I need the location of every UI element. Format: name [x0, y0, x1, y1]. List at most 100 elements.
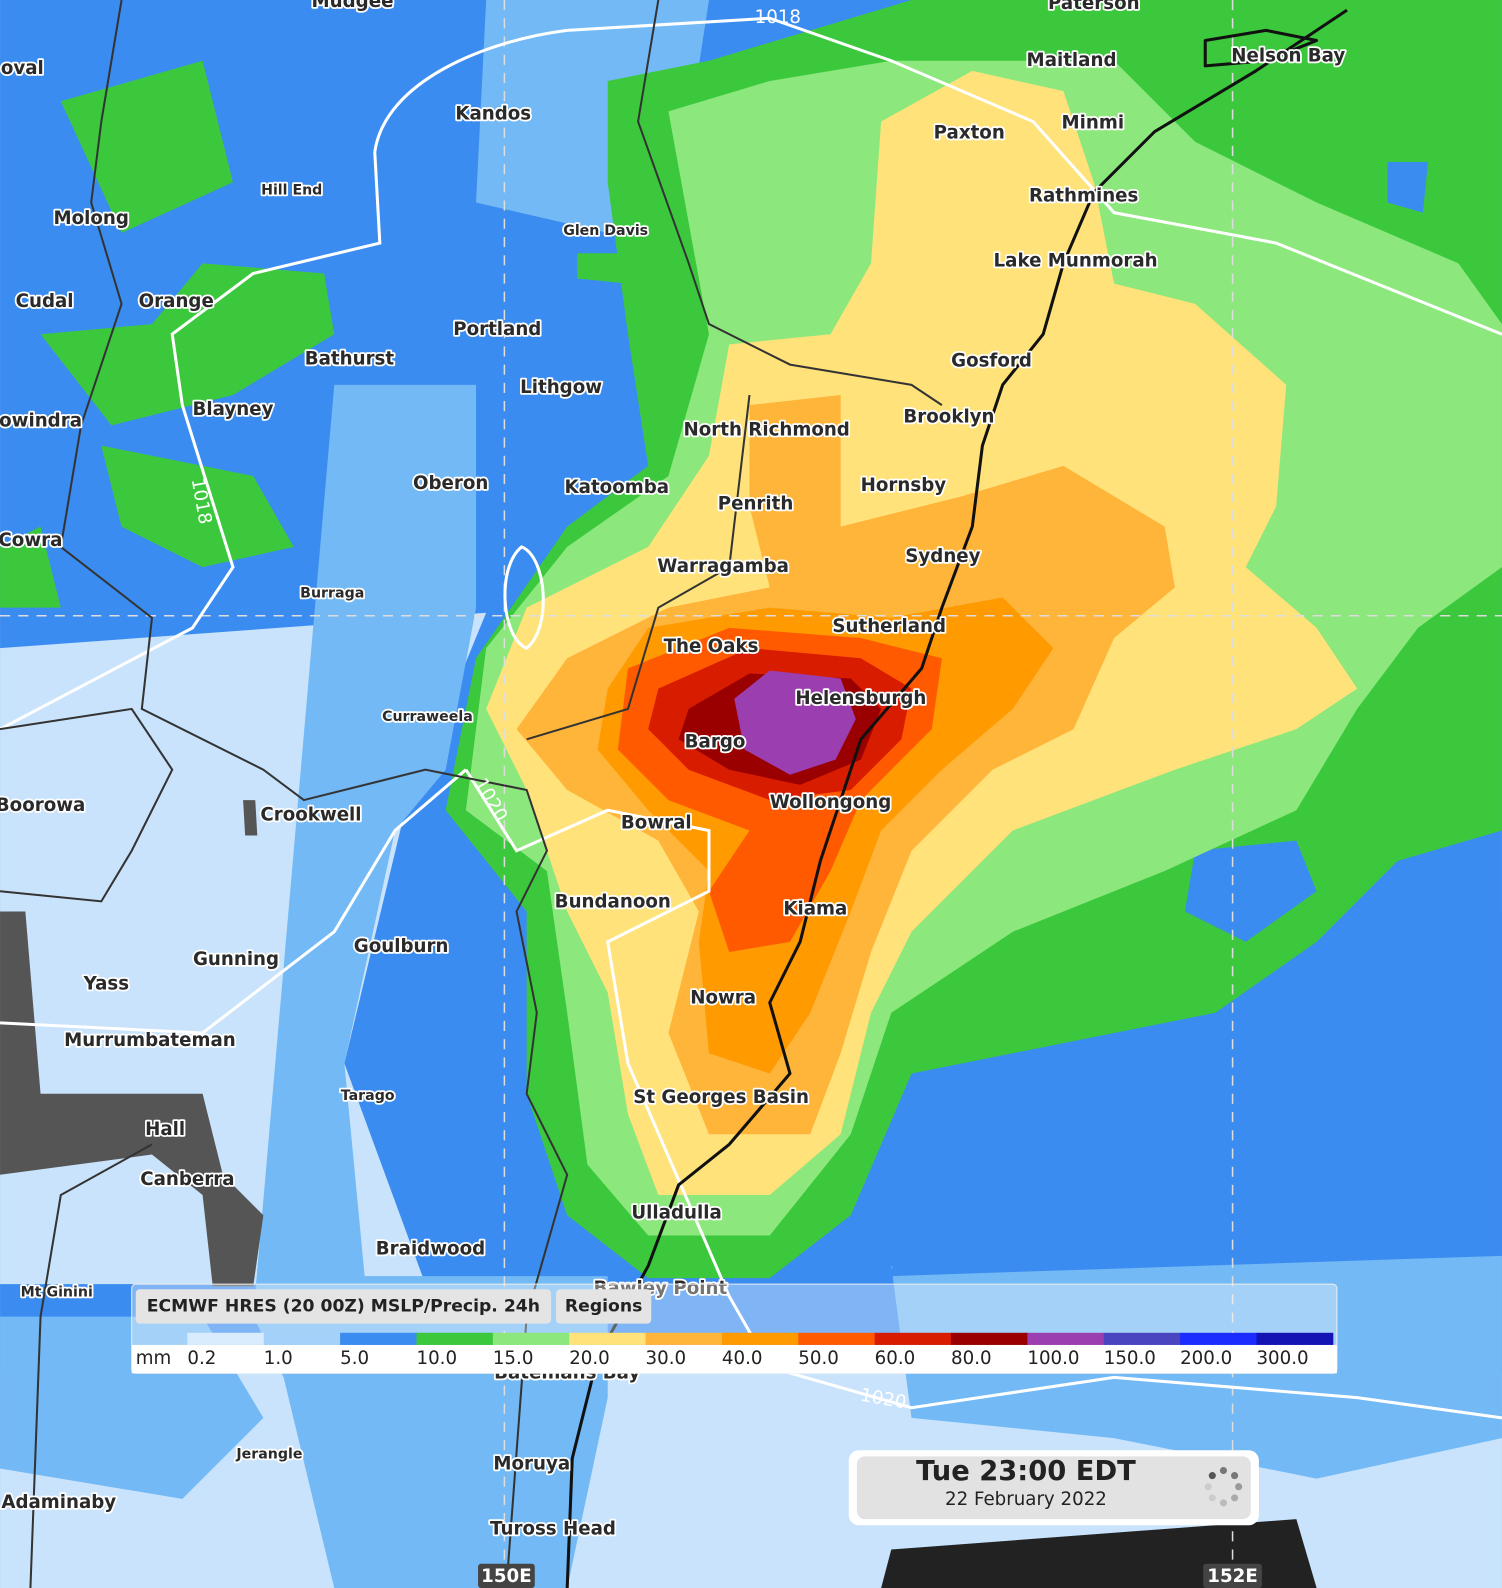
spinner-dot — [1204, 1483, 1212, 1491]
place-labels: Mudgee Paterson oval Maitland Nelson Bay Kand… — [0, 0, 1347, 1541]
coastline — [565, 8, 1348, 1588]
place-label: Gunning — [193, 949, 279, 970]
place-label: Orange — [139, 291, 214, 312]
regions-button[interactable] — [556, 1289, 652, 1324]
isobar — [373, 16, 1502, 336]
loading-spinner — [1204, 1466, 1243, 1507]
place-label: Jerangle — [235, 1446, 302, 1462]
region-border — [0, 0, 943, 1588]
place-label: Bathurst — [305, 349, 395, 370]
place-label: Warragamba — [657, 556, 789, 577]
legend-swatch — [340, 1332, 417, 1345]
place-label: Bargo — [685, 731, 746, 752]
legend-swatch — [798, 1332, 876, 1345]
legend-label: 10.0 — [416, 1348, 457, 1369]
place-label: Braidwood — [376, 1239, 485, 1260]
place-label: Hall — [145, 1119, 185, 1140]
place-label: Moruya — [493, 1453, 570, 1474]
legend-label: 40.0 — [722, 1348, 763, 1369]
spinner-dot — [1231, 1472, 1239, 1480]
legend-scale: 0.2 1.0 5.0 10.0 15.0 20.0 30.0 40.0 50.0 60.0 80.… — [187, 1332, 1334, 1369]
spinner-dot — [1219, 1466, 1227, 1475]
place-label: Tuross Head — [490, 1518, 616, 1539]
spinner-dot — [1219, 1499, 1227, 1507]
legend-label: 5.0 — [340, 1348, 369, 1369]
grid-label: 152E — [1207, 1566, 1257, 1587]
grid-label-box — [1203, 1563, 1262, 1588]
legend-swatch — [721, 1332, 799, 1345]
legend-swatch — [263, 1332, 341, 1345]
isobar — [0, 768, 467, 1035]
legend-label: 80.0 — [951, 1348, 992, 1369]
place-label: Adaminaby — [1, 1492, 116, 1513]
place-label: St Georges Basin — [633, 1087, 809, 1108]
legend-title-box — [135, 1289, 551, 1324]
place-label: Bowral — [621, 812, 692, 833]
place-label: Wollongong — [770, 792, 892, 813]
place-label: Mudgee — [312, 0, 394, 12]
place-label: Tarago — [341, 1088, 395, 1104]
legend-swatch — [1027, 1332, 1105, 1345]
place-label: Bundanoon — [555, 891, 671, 912]
place-label: Hill End — [261, 182, 322, 198]
time-panel: Tue 23:00 EDT 22 February 2022 — [848, 1450, 1259, 1526]
legend-label: 1.0 — [264, 1348, 293, 1369]
place-label: Goulburn — [354, 936, 449, 957]
terrain-mask — [0, 800, 264, 1287]
legend-label: 60.0 — [875, 1348, 916, 1369]
place-label: Paxton — [934, 123, 1005, 144]
place-label: oval — [1, 58, 44, 79]
grid-label-box — [478, 1563, 535, 1588]
legend-swatch — [569, 1332, 647, 1345]
legend-title: ECMWF HRES (20 00Z) MSLP/Precip. 24h — [147, 1296, 540, 1316]
precip-area — [734, 670, 856, 775]
place-label: North Richmond — [684, 419, 850, 440]
legend-swatch — [1256, 1332, 1334, 1345]
legend-label: 30.0 — [646, 1348, 687, 1369]
legend-swatch — [492, 1332, 570, 1345]
place-label: Maitland — [1027, 50, 1117, 71]
place-label: Brooklyn — [903, 406, 994, 427]
place-label: Penrith — [718, 493, 794, 514]
legend-swatch — [874, 1332, 952, 1345]
place-label: Crookwell — [260, 804, 361, 825]
place-label: Oberon — [413, 473, 488, 494]
legend: ECMWF HRES (20 00Z) MSLP/Precip. 24h Reg… — [131, 1283, 1338, 1374]
place-label: Paterson — [1048, 0, 1140, 14]
place-label: Cowra — [0, 530, 62, 551]
place-label: Hornsby — [861, 475, 947, 496]
isobar — [503, 545, 545, 650]
legend-label: 0.2 — [187, 1348, 216, 1369]
spinner-dot — [1231, 1494, 1239, 1502]
spinner-dot — [1208, 1472, 1216, 1480]
time-panel-box — [856, 1456, 1251, 1520]
place-label: Yass — [83, 973, 130, 994]
legend-label: 20.0 — [569, 1348, 610, 1369]
place-label: Ulladulla — [631, 1202, 721, 1223]
isobar — [464, 768, 1502, 1420]
place-label: Kandos — [455, 103, 531, 124]
place-label: Burraga — [300, 585, 364, 601]
place-label: Gosford — [951, 351, 1032, 372]
spinner-dot — [1235, 1483, 1243, 1491]
place-label: Katoomba — [565, 477, 669, 498]
place-label: Sutherland — [832, 616, 946, 637]
place-label: Lithgow — [520, 377, 602, 398]
legend-label: 300.0 — [1256, 1348, 1308, 1369]
legend-label: 15.0 — [493, 1348, 534, 1369]
precip-area — [891, 911, 1502, 1277]
place-label: Kiama — [783, 898, 847, 919]
legend-label: 50.0 — [798, 1348, 839, 1369]
legend-swatch — [645, 1332, 723, 1345]
isobar-label: 1018 — [755, 7, 801, 28]
grid-label: 150E — [481, 1566, 531, 1587]
place-label: Lake Munmorah — [994, 250, 1158, 271]
place-label: Portland — [453, 319, 541, 340]
date-label: 22 February 2022 — [945, 1489, 1107, 1510]
place-label: Minmi — [1062, 113, 1125, 134]
place-label: Curraweela — [382, 709, 473, 725]
regions-button-label[interactable]: Regions — [565, 1296, 642, 1316]
legend-swatch — [416, 1332, 494, 1345]
